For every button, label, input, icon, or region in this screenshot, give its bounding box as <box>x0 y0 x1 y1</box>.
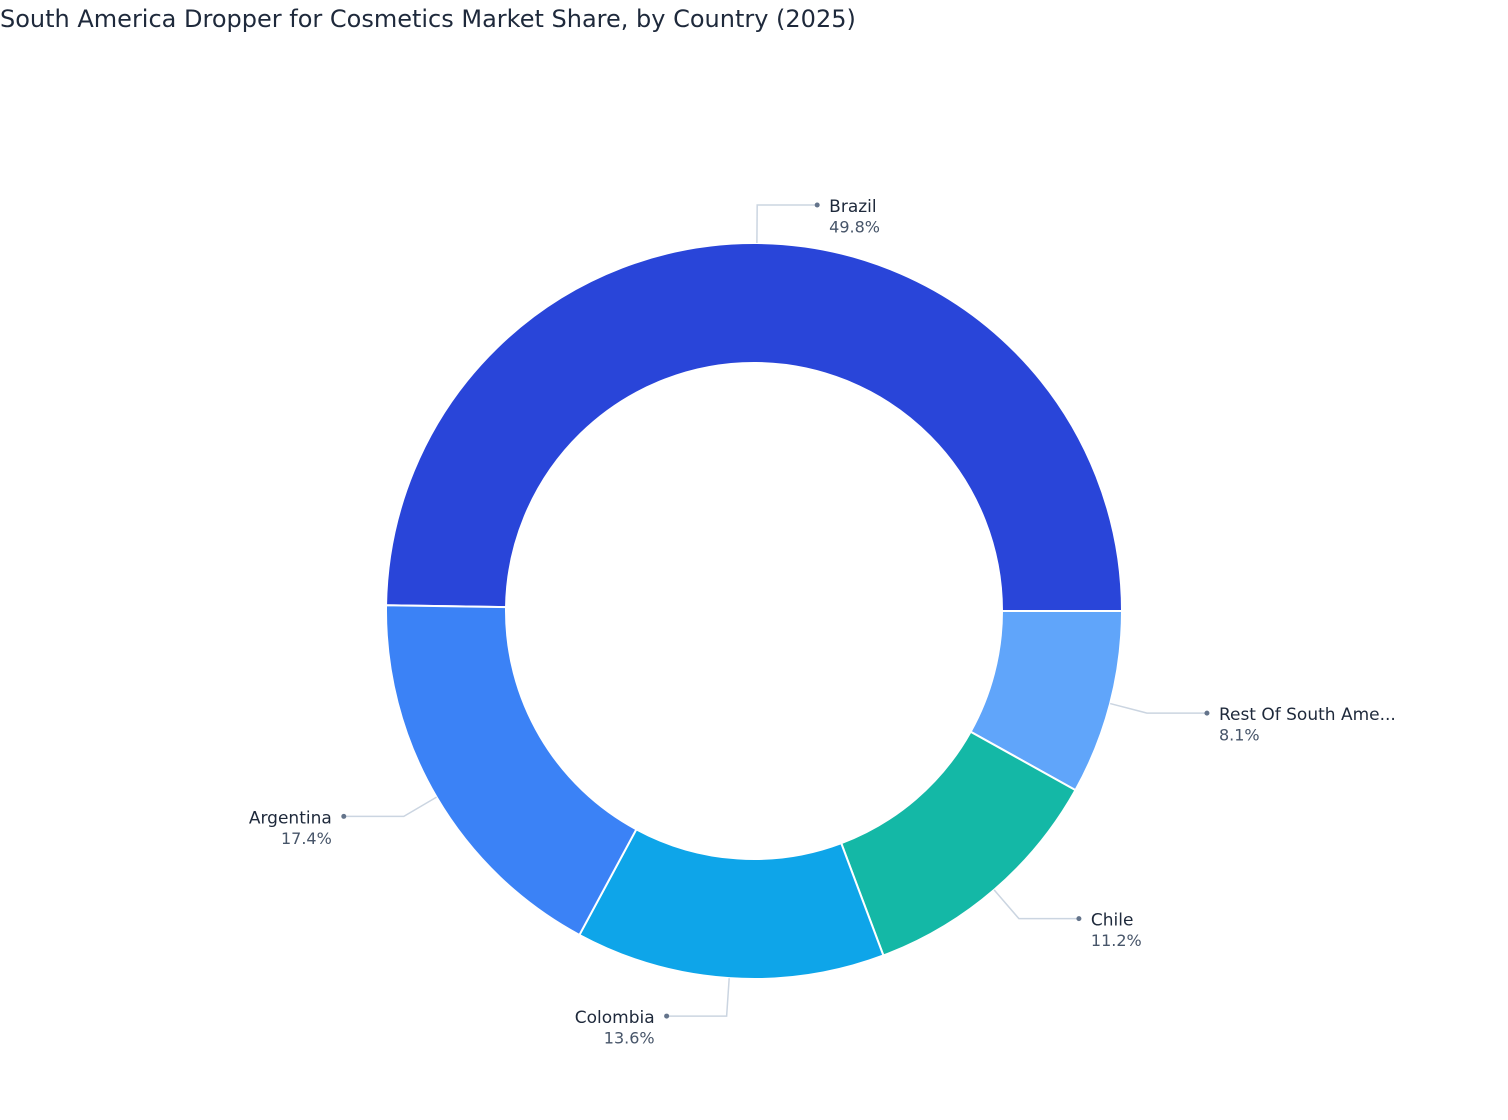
leader-line <box>666 978 730 1017</box>
slice-value-label: 17.4% <box>281 829 332 848</box>
chart-title: South America Dropper for Cosmetics Mark… <box>0 5 856 33</box>
slice-value-label: 49.8% <box>829 218 880 237</box>
leader-line <box>756 204 818 244</box>
slice-value-label: 11.2% <box>1091 931 1142 950</box>
leader-line <box>1109 702 1207 714</box>
leader-dot <box>341 813 347 819</box>
slice-label: Brazil <box>829 197 876 217</box>
leader-dot <box>1204 710 1210 716</box>
slice-label: Rest Of South Ame... <box>1219 705 1396 725</box>
slice-label: Chile <box>1091 911 1134 931</box>
slice <box>385 604 638 937</box>
leader-dot <box>664 1013 670 1019</box>
leader-line <box>993 889 1079 920</box>
leader-dot <box>1076 916 1082 922</box>
leader-dot <box>814 202 820 208</box>
slice-value-label: 8.1% <box>1219 726 1260 745</box>
slice-label: Argentina <box>249 808 332 828</box>
slice-value-label: 13.6% <box>604 1029 655 1048</box>
slice-label: Colombia <box>575 1008 655 1028</box>
slice <box>385 241 1124 612</box>
leader-line <box>343 796 437 818</box>
